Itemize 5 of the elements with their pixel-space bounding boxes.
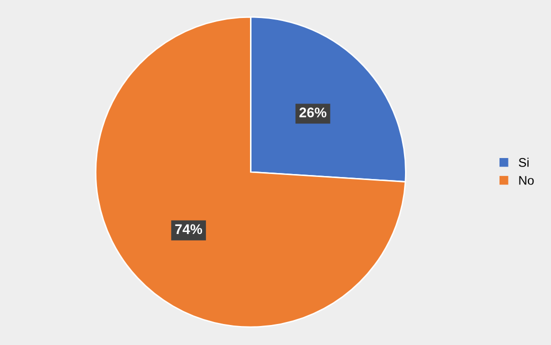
pie-slice xyxy=(95,16,406,328)
data-label: 26% xyxy=(299,108,326,118)
data-label: 74% xyxy=(175,224,202,234)
legend-label: No xyxy=(519,176,534,185)
legend-label: Si xyxy=(518,158,529,167)
